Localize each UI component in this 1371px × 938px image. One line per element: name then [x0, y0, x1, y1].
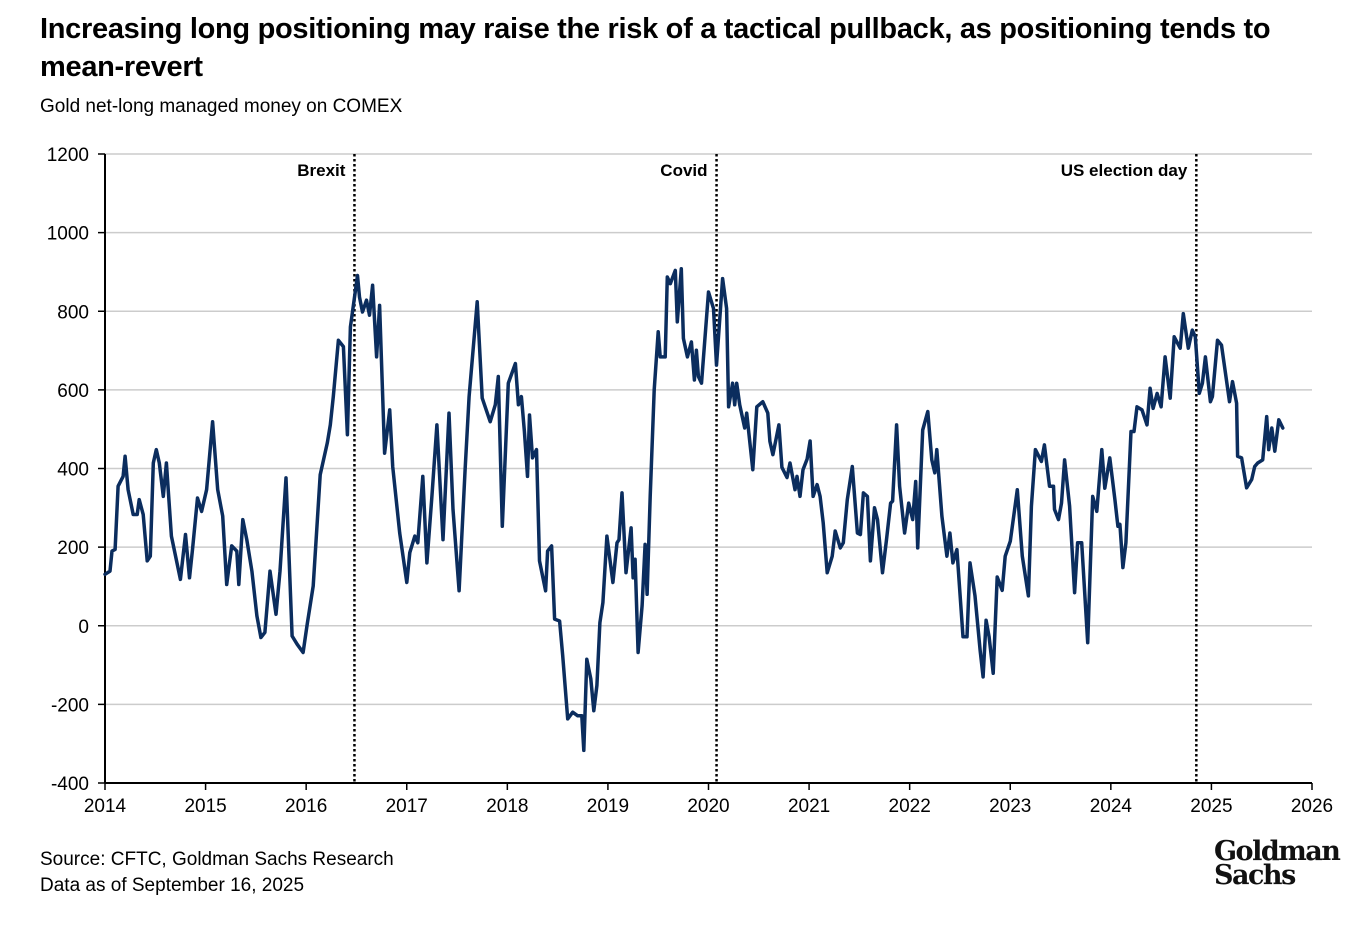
goldman-sachs-logo: Goldman Sachs: [1214, 836, 1341, 891]
y-tick-label: 1200: [47, 145, 89, 166]
x-tick-label: 2025: [1190, 796, 1232, 817]
x-tick-label: 2018: [486, 796, 528, 817]
x-tick-label: 2016: [285, 796, 327, 817]
logo-line-1: Goldman: [1214, 836, 1341, 867]
x-tick-label: 2022: [889, 796, 931, 817]
y-tick-label: 600: [57, 381, 89, 402]
chart-subtitle: Gold net-long managed money on COMEX: [40, 96, 403, 117]
data-date-text: Data as of September 16, 2025: [40, 875, 305, 896]
y-tick-label: 800: [57, 302, 89, 323]
logo-line-2: Sachs: [1214, 860, 1296, 891]
x-tick-label: 2015: [184, 796, 226, 817]
x-tick-label: 2024: [1090, 796, 1133, 817]
y-tick-label: 0: [78, 617, 89, 638]
source-note: Source: CFTC, Goldman Sachs Research Dat…: [40, 847, 394, 899]
gridlines: [105, 153, 1312, 706]
x-tick-label: 2026: [1291, 796, 1333, 817]
series-line-net-long: [103, 267, 1285, 753]
x-tick-label: 2014: [84, 796, 127, 817]
x-tick-label: 2021: [788, 796, 830, 817]
series-layer: [103, 267, 1285, 753]
event-markers: Brexit Covid US election day: [297, 154, 1198, 783]
y-tick-label: -200: [51, 695, 89, 716]
event-label: Brexit: [297, 161, 346, 180]
axes: -400 -200 0 200 400 600 800 1000 1200 2014 2015 201…: [47, 145, 1333, 817]
x-tick-label: 2019: [587, 796, 629, 817]
y-tick-label: 200: [57, 538, 89, 559]
x-tick-label: 2020: [687, 796, 729, 817]
chart-title: Increasing long positioning may raise th…: [40, 13, 1271, 83]
x-tick-label: 2017: [386, 796, 428, 817]
y-tick-label: 400: [57, 460, 89, 481]
event-label: Covid: [660, 161, 707, 180]
y-tick-label: -400: [51, 774, 89, 795]
y-tick-label: 1000: [47, 224, 89, 245]
source-text: Source: CFTC, Goldman Sachs Research: [40, 849, 394, 870]
event-label: US election day: [1061, 161, 1188, 180]
x-tick-label: 2023: [989, 796, 1031, 817]
